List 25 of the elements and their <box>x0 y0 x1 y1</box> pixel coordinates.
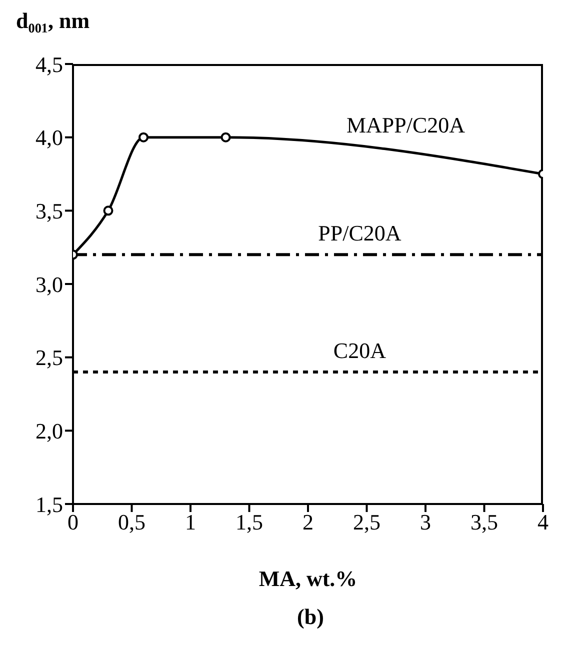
text: (b) <box>296 604 325 630</box>
ref-line-label: PP/C20A <box>318 220 402 246</box>
y-tick-label: 3,5 <box>36 198 63 224</box>
point <box>138 132 148 142</box>
x-tick-label: 1 <box>185 510 196 535</box>
x-tick-label: 2 <box>302 510 314 535</box>
x-tick-label: 3,5 <box>470 510 498 535</box>
y-axis-title: d₀₀₁, nm <box>15 8 91 35</box>
x-tick-label: 1,5 <box>236 510 263 535</box>
point <box>220 132 231 142</box>
y-tick-label: 4,5 <box>36 52 63 77</box>
point <box>103 206 114 216</box>
y-tick-label: 3,0 <box>36 272 63 297</box>
x-tick-label: 3 <box>420 510 431 535</box>
y-tick-label: 2,5 <box>36 345 63 370</box>
x-tick-label: 0,5 <box>118 510 146 535</box>
y-tick-label: 1,5 <box>36 492 63 517</box>
x-axis-title: MA, wt.% <box>258 566 358 591</box>
x-tick-label: 2,5 <box>353 510 380 535</box>
x-tick-label: 4 <box>538 510 548 535</box>
x-tick-label: 0 <box>68 510 78 535</box>
series-label: MAPP/C20A <box>346 112 466 138</box>
y-tick-label: 2,0 <box>36 418 63 444</box>
ref-line-label: C20A <box>333 338 386 363</box>
y-tick-label: 4,0 <box>36 125 63 150</box>
